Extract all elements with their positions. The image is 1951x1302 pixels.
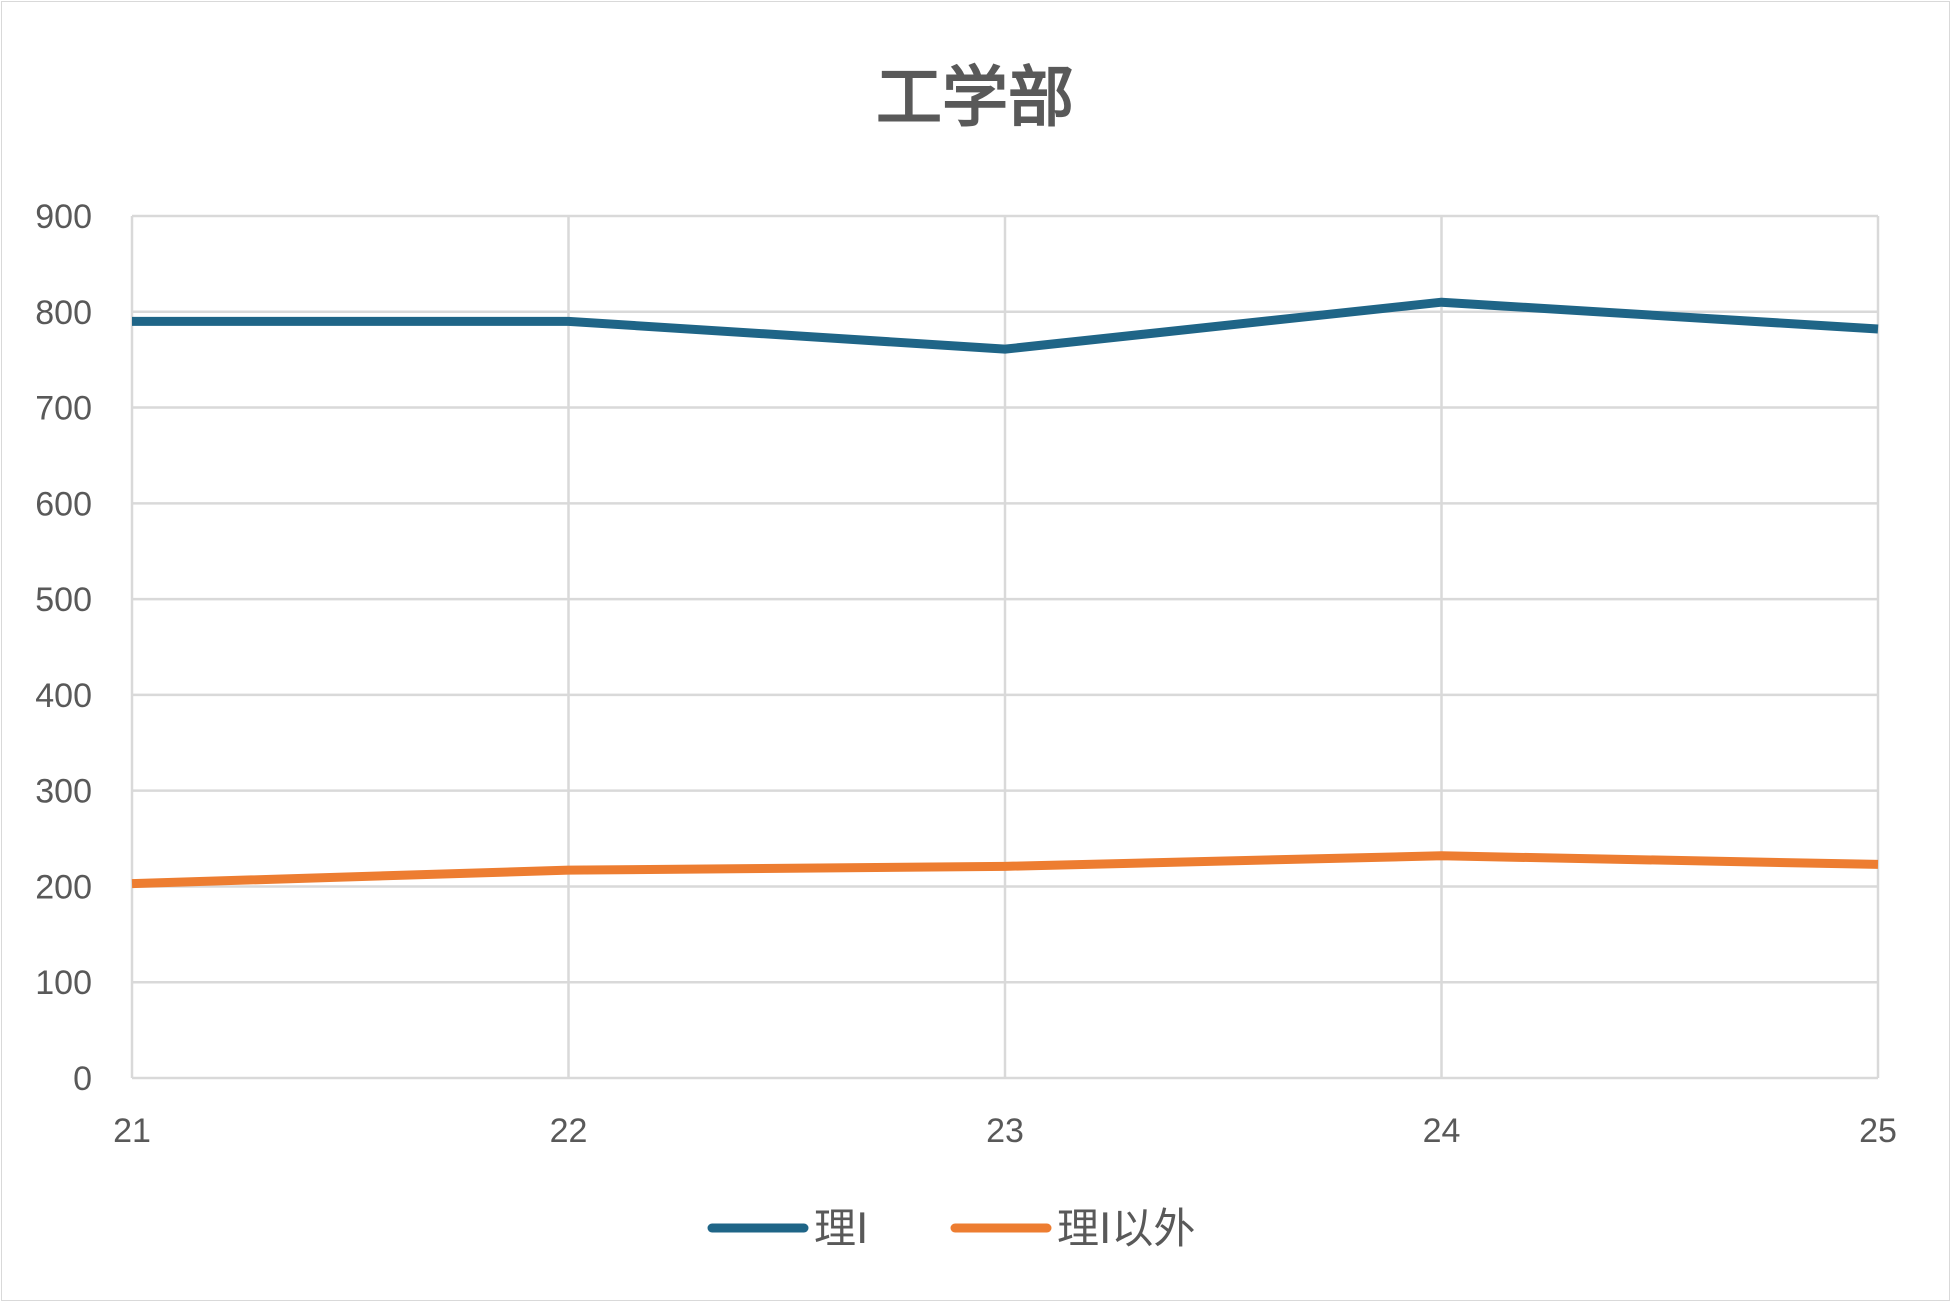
y-tick-label: 200 xyxy=(35,868,92,906)
legend-label-0: 理Ⅰ xyxy=(814,1204,868,1253)
y-tick-label: 0 xyxy=(73,1060,92,1098)
x-tick-label: 24 xyxy=(1423,1112,1461,1150)
y-tick-label: 800 xyxy=(35,294,92,332)
x-tick-label: 21 xyxy=(113,1112,151,1150)
y-tick-label: 400 xyxy=(35,677,92,715)
y-tick-label: 600 xyxy=(35,485,92,523)
series-line-0 xyxy=(132,297,1879,354)
series-lines xyxy=(131,297,1879,889)
x-axis-ticks: 21 22 23 24 25 xyxy=(113,1112,1897,1150)
y-tick-label: 900 xyxy=(35,198,92,236)
y-tick-label: 300 xyxy=(35,773,92,811)
y-tick-label: 100 xyxy=(35,964,92,1002)
x-tick-label: 22 xyxy=(550,1112,588,1150)
x-tick-label: 25 xyxy=(1859,1112,1897,1150)
x-tick-label: 23 xyxy=(986,1112,1024,1150)
chart-title: 工学部 xyxy=(876,59,1074,136)
legend-label-1: 理Ⅰ以外 xyxy=(1057,1204,1195,1253)
y-axis-ticks: 0 100 200 300 400 500 600 700 800 900 xyxy=(35,198,92,1098)
series-line-1 xyxy=(131,851,1879,889)
legend: 理Ⅰ 理Ⅰ以外 xyxy=(707,1204,1195,1253)
y-tick-label: 500 xyxy=(35,581,92,619)
y-tick-label: 700 xyxy=(35,390,92,428)
grid-lines xyxy=(130,214,1880,1080)
